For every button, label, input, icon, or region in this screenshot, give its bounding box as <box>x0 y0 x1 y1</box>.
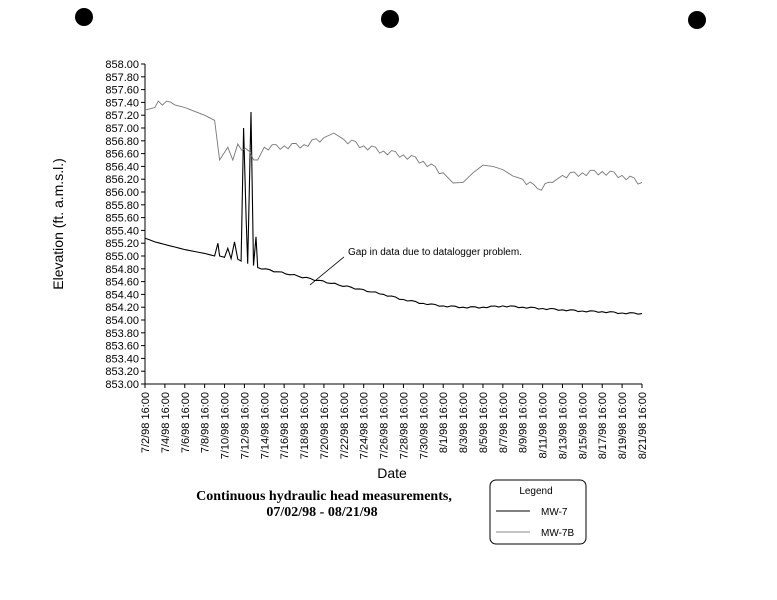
y-ticks: 853.00853.20853.40853.60853.80854.00854.… <box>105 59 145 391</box>
legend-box <box>489 479 587 545</box>
y-axis-label: Elevation (ft. a.m.s.l.) <box>50 158 66 289</box>
x-tick-label: 7/24/98 16:00 <box>359 392 371 459</box>
x-tick-label: 8/15/98 16:00 <box>577 392 589 459</box>
x-tick-label: 8/21/98 16:00 <box>637 392 649 459</box>
x-tick-label: 7/30/98 16:00 <box>418 392 430 459</box>
y-tick-label: 855.60 <box>105 213 139 225</box>
legend-label-mw-7: MW-7 <box>541 507 568 518</box>
x-tick-label: 7/22/98 16:00 <box>339 392 351 459</box>
y-tick-label: 857.00 <box>105 123 139 135</box>
y-tick-label: 853.40 <box>105 353 139 365</box>
x-tick-label: 8/9/98 16:00 <box>518 392 530 453</box>
x-tick-label: 7/14/98 16:00 <box>259 392 271 459</box>
y-tick-label: 856.60 <box>105 149 139 161</box>
y-tick-label: 857.20 <box>105 110 139 122</box>
y-tick-label: 856.20 <box>105 174 139 186</box>
y-tick-label: 853.00 <box>105 379 139 391</box>
x-tick-label: 8/3/98 16:00 <box>458 392 470 453</box>
x-tick-label: 7/20/98 16:00 <box>319 392 331 459</box>
y-tick-label: 856.80 <box>105 136 139 148</box>
y-tick-label: 857.40 <box>105 97 139 109</box>
y-tick-label: 856.40 <box>105 161 139 173</box>
x-tick-label: 7/26/98 16:00 <box>379 392 391 459</box>
y-tick-label: 858.00 <box>105 59 139 71</box>
y-tick-label: 854.00 <box>105 315 139 327</box>
legend-title: Legend <box>519 486 552 497</box>
x-tick-label: 7/6/98 16:00 <box>180 392 192 453</box>
x-tick-label: 8/7/98 16:00 <box>498 392 510 453</box>
y-tick-label: 857.60 <box>105 85 139 97</box>
x-tick-label: 8/13/98 16:00 <box>557 392 569 459</box>
x-tick-label: 8/11/98 16:00 <box>538 392 550 458</box>
y-tick-label: 853.60 <box>105 341 139 353</box>
x-tick-label: 7/28/98 16:00 <box>398 392 410 459</box>
y-tick-label: 855.20 <box>105 238 139 250</box>
x-tick-label: 8/5/98 16:00 <box>478 392 490 453</box>
annotation-layer: Gap in data due to datalogger problem. <box>309 247 522 286</box>
x-tick-label: 8/1/98 16:00 <box>438 392 450 453</box>
caption-line-1: Continuous hydraulic head measurements, <box>196 489 452 504</box>
x-tick-label: 7/4/98 16:00 <box>160 392 172 453</box>
legend: Legend MW-7 MW-7B <box>489 479 587 545</box>
y-tick-label: 854.40 <box>105 289 139 301</box>
punch-hole-center <box>381 10 399 28</box>
series-line-mw-7b <box>144 100 643 191</box>
annotation-text: Gap in data due to datalogger problem. <box>348 247 522 258</box>
y-tick-label: 853.80 <box>105 328 139 340</box>
x-axis-label: Date <box>377 465 407 481</box>
x-tick-label: 7/18/98 16:00 <box>299 392 311 459</box>
x-tick-label: 8/19/98 16:00 <box>617 392 629 459</box>
x-ticks: 7/2/98 16:00 7/4/98 16:00 7/6/98 16:00 7/8/… <box>140 384 649 459</box>
y-tick-label: 855.40 <box>105 225 139 237</box>
series-line-mw-7 <box>144 111 643 315</box>
legend-label-mw-7b: MW-7B <box>541 528 574 539</box>
caption-line-2: 07/02/98 - 08/21/98 <box>266 505 377 520</box>
y-tick-label: 853.20 <box>105 366 139 378</box>
y-tick-label: 854.80 <box>105 264 139 276</box>
annotation-leader <box>309 256 345 286</box>
x-tick-label: 7/10/98 16:00 <box>220 392 232 459</box>
x-tick-label: 7/2/98 16:00 <box>140 392 152 453</box>
x-tick-label: 7/12/98 16:00 <box>239 392 251 459</box>
x-tick-label: 7/16/98 16:00 <box>279 392 291 459</box>
y-tick-label: 854.60 <box>105 277 139 289</box>
y-tick-label: 855.80 <box>105 200 139 212</box>
punch-hole-left <box>75 8 93 26</box>
x-tick-label: 8/17/98 16:00 <box>597 392 609 459</box>
y-tick-label: 855.00 <box>105 251 139 263</box>
series-layer <box>144 100 643 315</box>
y-tick-label: 854.20 <box>105 302 139 314</box>
punch-hole-right <box>688 11 706 29</box>
y-tick-label: 856.00 <box>105 187 139 199</box>
y-tick-label: 857.80 <box>105 72 139 84</box>
x-tick-label: 7/8/98 16:00 <box>200 392 212 453</box>
